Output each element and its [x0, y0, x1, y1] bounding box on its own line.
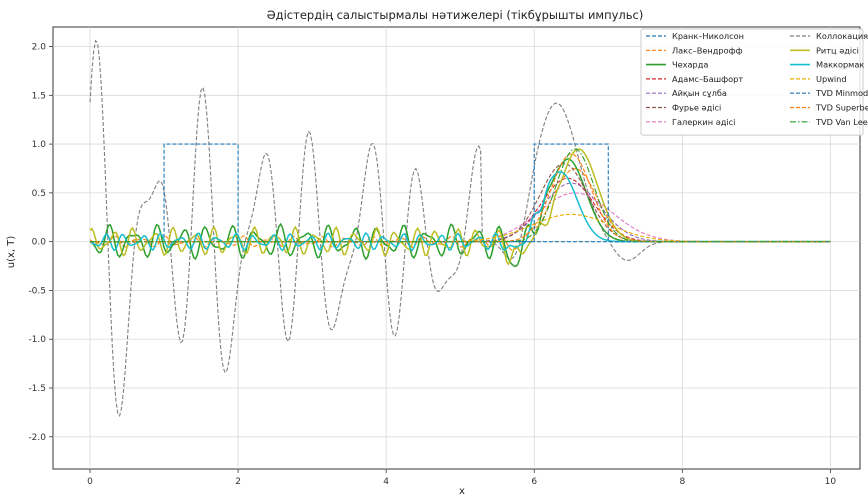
legend-label: Upwind — [816, 74, 847, 84]
legend-label: Ритц әдісі — [816, 45, 859, 55]
x-axis-label: x — [459, 486, 465, 497]
y-tick-label: -1.0 — [28, 335, 46, 345]
legend: Кранк–Николсон Лакс–Вендрофф Чехарда Адамс–… — [640, 28, 868, 136]
legend-label: TVD Superbee — [815, 103, 868, 113]
legend-label: Адамс–Башфорт — [672, 74, 743, 84]
y-tick-label: 0.0 — [32, 238, 47, 248]
x-tick-label: 0 — [87, 477, 93, 487]
legend-label: Фурье әдісі — [672, 103, 721, 113]
legend-label: Коллокация әдісі — [816, 31, 868, 41]
x-tick-label: 4 — [383, 477, 389, 487]
legend-label: TVD Van Leer — [815, 117, 868, 127]
y-tick-label: -0.5 — [28, 286, 46, 296]
legend-label: TVD Minmod — [815, 88, 868, 98]
y-axis-label: u(x, T) — [6, 236, 17, 269]
legend-label: Маккормак — [816, 60, 864, 70]
legend-box — [640, 28, 864, 136]
x-tick-label: 10 — [825, 477, 837, 487]
chart-title: Әдістердің салыстырмалы нәтижелері (тікб… — [267, 8, 644, 22]
x-tick-label: 6 — [531, 477, 537, 487]
y-tick-label: 1.5 — [32, 91, 46, 101]
y-tick-label: 2.0 — [32, 43, 47, 53]
series-line — [90, 148, 831, 243]
x-tick-label: 2 — [235, 477, 241, 487]
y-tick-label: -1.5 — [28, 384, 46, 394]
legend-label: Айқын сұлба — [672, 88, 727, 98]
y-tick-label: -2.0 — [28, 433, 46, 443]
legend-label: Чехарда — [672, 60, 708, 70]
x-tick-label: 8 — [679, 477, 685, 487]
legend-label: Галеркин әдісі — [672, 117, 735, 127]
legend-label: Кранк–Николсон — [672, 31, 744, 41]
legend-label: Лакс–Вендрофф — [672, 45, 743, 55]
y-tick-label: 0.5 — [32, 189, 46, 199]
y-tick-label: 1.0 — [32, 140, 47, 150]
